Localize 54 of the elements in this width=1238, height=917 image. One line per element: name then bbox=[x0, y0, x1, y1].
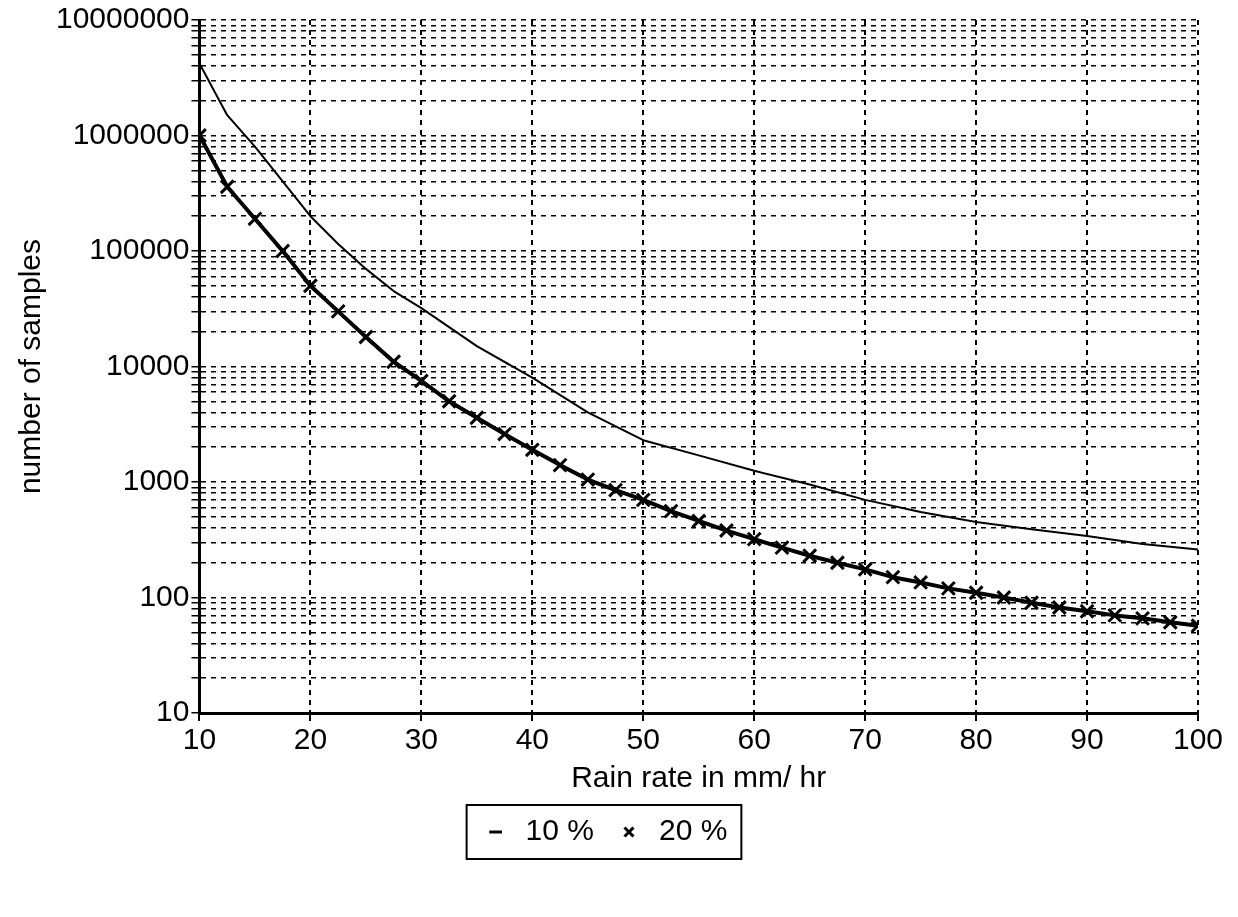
x-axis-title: Rain rate in mm/ hr bbox=[571, 760, 827, 794]
point bbox=[1079, 603, 1095, 620]
point bbox=[385, 353, 402, 370]
point bbox=[219, 178, 236, 195]
y-tick-label: 100 bbox=[139, 578, 190, 612]
point bbox=[524, 441, 541, 458]
y-tick-label: 10000000 bbox=[55, 1, 190, 35]
y-tick-label: 1000 bbox=[122, 463, 190, 497]
point bbox=[718, 522, 735, 539]
y-tick-label: 100000 bbox=[89, 232, 190, 266]
point bbox=[940, 580, 957, 597]
point bbox=[1134, 610, 1151, 627]
point bbox=[274, 243, 291, 259]
x-tick-label: 40 bbox=[515, 722, 550, 756]
point bbox=[1106, 607, 1123, 624]
x-tick-label: 90 bbox=[1070, 722, 1104, 756]
point bbox=[912, 574, 929, 591]
legend-label: 20 % bbox=[659, 813, 728, 847]
point bbox=[801, 547, 818, 564]
point bbox=[885, 569, 901, 586]
point bbox=[857, 561, 874, 578]
point bbox=[663, 503, 679, 519]
x-tick-label: 80 bbox=[959, 722, 993, 756]
point bbox=[607, 482, 624, 499]
y-axis-title: number of samples bbox=[13, 238, 47, 495]
point bbox=[496, 426, 513, 442]
point bbox=[358, 329, 374, 345]
point bbox=[1051, 599, 1068, 616]
legend-label: 10 % bbox=[525, 813, 595, 847]
point bbox=[441, 393, 457, 410]
y-tick-label: 10000 bbox=[106, 347, 190, 381]
x-tick-label: 20 bbox=[293, 722, 328, 756]
point bbox=[635, 492, 652, 508]
point bbox=[579, 471, 596, 488]
point bbox=[690, 513, 707, 529]
point bbox=[330, 303, 347, 320]
point bbox=[552, 457, 568, 473]
point bbox=[302, 277, 319, 294]
point bbox=[774, 539, 790, 556]
point bbox=[247, 210, 263, 227]
point bbox=[468, 409, 485, 426]
point bbox=[1023, 594, 1040, 611]
x-tick-label: 60 bbox=[737, 722, 771, 756]
point bbox=[968, 584, 984, 601]
point bbox=[829, 554, 846, 571]
point bbox=[995, 589, 1012, 606]
point bbox=[1162, 614, 1179, 631]
point bbox=[746, 531, 763, 548]
y-tick-label: 1000000 bbox=[72, 116, 190, 150]
x-tick-label: 50 bbox=[626, 722, 660, 756]
x-tick-label: 100 bbox=[1172, 722, 1224, 756]
x-tick-label: 30 bbox=[404, 722, 439, 756]
x-tick-label: 70 bbox=[848, 722, 882, 756]
point bbox=[413, 373, 430, 389]
